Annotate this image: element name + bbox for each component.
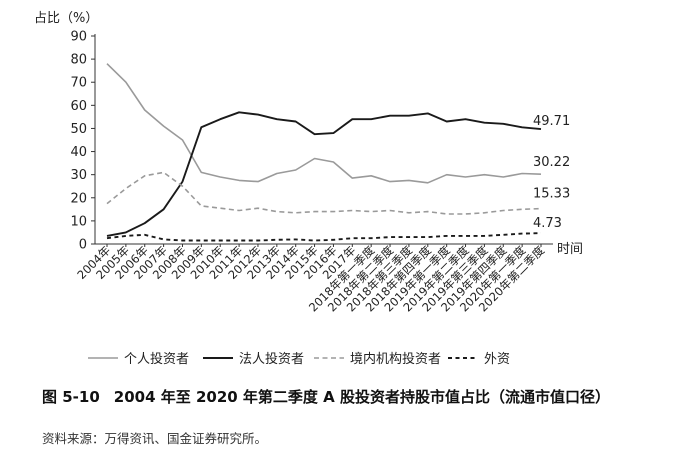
chart-axes	[94, 34, 553, 245]
y-tick-label: 50	[70, 122, 87, 137]
series-line	[106, 63, 542, 184]
y-tick-label: 0	[79, 238, 87, 253]
legend: 个人投资者 法人投资者 境内机构投资者 外资	[88, 351, 510, 367]
source-note: 资料来源：万得资讯、国金证券研究所。	[42, 431, 268, 446]
series-lines	[106, 63, 542, 242]
x-axis-ticks: 2004年2005年2006年2007年2008年2009年2010年2011年…	[74, 243, 547, 315]
legend-label: 法人投资者	[239, 351, 304, 367]
figure-title: 2004 年至 2020 年第二季度 A 股投资者持股市值占比（流通市值口径）	[113, 388, 610, 406]
y-tick-label: 80	[70, 53, 87, 68]
series-line	[106, 232, 542, 242]
legend-label: 外资	[484, 352, 510, 367]
end-value-label: 4.73	[533, 216, 562, 231]
end-value-label: 30.22	[533, 155, 570, 170]
y-tick-label: 30	[70, 168, 87, 183]
y-tick-label: 70	[70, 76, 87, 91]
y-axis-ticks: 0 10 20 30 40 50 60 70 80 90	[70, 30, 95, 253]
end-value-label: 15.33	[533, 187, 570, 202]
figure-caption: 图 5-10 2004 年至 2020 年第二季度 A 股投资者持股市值占比（流通…	[42, 386, 610, 407]
figure-number: 图 5-10	[42, 388, 100, 406]
end-value-labels: 30.22 49.71 15.33 4.73	[533, 114, 570, 231]
x-axis-label: 时间	[557, 242, 583, 257]
legend-label: 个人投资者	[124, 351, 189, 367]
y-tick-label: 90	[70, 30, 87, 45]
series-line	[106, 171, 542, 215]
line-chart: 0 10 20 30 40 50 60 70 80 90 2004年2005年2006年2007年…	[34, 11, 583, 367]
series-line	[106, 111, 542, 237]
y-tick-label: 40	[70, 145, 87, 160]
y-tick-label: 20	[70, 191, 87, 206]
end-value-label: 49.71	[533, 114, 570, 129]
y-tick-label: 60	[70, 99, 87, 114]
legend-label: 境内机构投资者	[350, 351, 441, 367]
y-axis-label: 占比（%）	[34, 11, 98, 26]
y-tick-label: 10	[70, 214, 87, 229]
